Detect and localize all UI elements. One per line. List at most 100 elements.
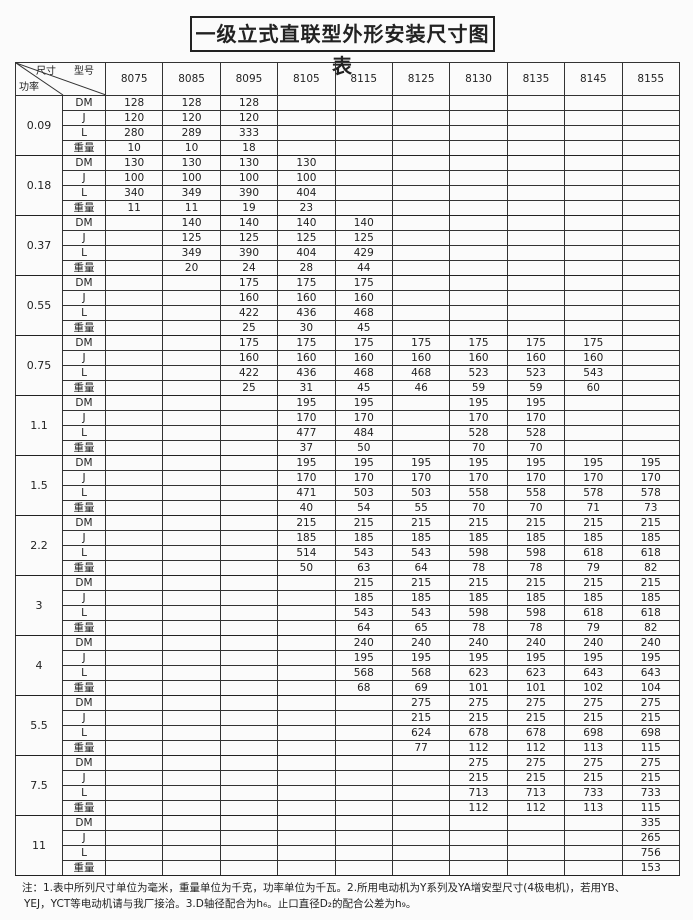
row-label: J bbox=[62, 830, 106, 846]
table-row: L 756 bbox=[16, 845, 681, 861]
model-header: 8130 bbox=[449, 62, 508, 96]
value-cell: 185 bbox=[621, 590, 681, 606]
row-label: DM bbox=[62, 215, 106, 231]
value-cell: 643 bbox=[621, 665, 681, 681]
value-cell: 195 bbox=[277, 455, 336, 471]
row-label: J bbox=[62, 290, 106, 306]
value-cell: 11 bbox=[162, 200, 221, 216]
value-cell bbox=[162, 365, 221, 381]
value-cell bbox=[564, 410, 623, 426]
value-cell bbox=[506, 155, 566, 171]
value-cell: 68 bbox=[334, 680, 393, 696]
value-cell bbox=[449, 260, 508, 276]
table-row: L 471 503 503 558 558 578 578 bbox=[16, 485, 681, 501]
value-cell bbox=[277, 815, 336, 831]
value-cell: 185 bbox=[334, 590, 393, 606]
value-cell: 25 bbox=[219, 380, 279, 396]
row-label: 重量 bbox=[62, 500, 106, 516]
row-label: DM bbox=[62, 155, 106, 171]
table-row: 重量 68 69 101 101 102 104 bbox=[16, 680, 681, 696]
value-cell: 24 bbox=[219, 260, 279, 276]
value-cell: 112 bbox=[506, 740, 566, 756]
table-row: L 340 349 390 404 bbox=[16, 185, 681, 201]
row-label: L bbox=[62, 305, 106, 321]
value-cell bbox=[621, 425, 681, 441]
value-cell bbox=[219, 500, 279, 516]
value-cell: 514 bbox=[277, 545, 336, 561]
value-cell: 275 bbox=[506, 695, 566, 711]
value-cell bbox=[334, 185, 393, 201]
table-row: 重量 10 10 18 bbox=[16, 140, 681, 156]
value-cell: 215 bbox=[334, 575, 393, 591]
value-cell bbox=[449, 155, 508, 171]
value-cell bbox=[334, 815, 393, 831]
value-cell: 195 bbox=[334, 395, 393, 411]
value-cell bbox=[162, 665, 221, 681]
value-cell bbox=[104, 380, 164, 396]
value-cell: 115 bbox=[621, 740, 681, 756]
row-label: L bbox=[62, 425, 106, 441]
value-cell bbox=[277, 830, 336, 846]
value-cell: 275 bbox=[564, 695, 623, 711]
value-cell bbox=[277, 620, 336, 636]
value-cell bbox=[334, 785, 393, 801]
value-cell bbox=[104, 470, 164, 486]
table-row: L 477 484 528 528 bbox=[16, 425, 681, 441]
value-cell: 170 bbox=[449, 470, 508, 486]
value-cell: 140 bbox=[277, 215, 336, 231]
value-cell: 195 bbox=[391, 650, 451, 666]
value-cell bbox=[219, 680, 279, 696]
value-cell bbox=[334, 155, 393, 171]
value-cell: 598 bbox=[449, 545, 508, 561]
table-row: 2.2 DM 215 215 215 215 215 215 215 bbox=[15, 515, 681, 576]
value-cell: 503 bbox=[391, 485, 451, 501]
value-cell bbox=[162, 650, 221, 666]
table-row: L 349 390 404 429 bbox=[16, 245, 681, 261]
note-line: 注：1.表中所列尺寸单位为毫米，重量单位为千克，功率单位为千瓦。2.所用电动机为… bbox=[22, 882, 626, 894]
value-cell bbox=[277, 605, 336, 621]
value-cell bbox=[219, 740, 279, 756]
value-cell bbox=[162, 725, 221, 741]
value-cell bbox=[564, 830, 623, 846]
value-cell bbox=[104, 350, 164, 366]
value-cell bbox=[334, 725, 393, 741]
value-cell: 215 bbox=[506, 515, 566, 531]
value-cell: 240 bbox=[621, 635, 681, 651]
value-cell bbox=[277, 575, 336, 591]
value-cell: 543 bbox=[391, 545, 451, 561]
value-cell: 195 bbox=[391, 455, 451, 471]
value-cell bbox=[104, 650, 164, 666]
value-cell bbox=[449, 815, 508, 831]
value-cell bbox=[506, 860, 566, 876]
value-cell bbox=[621, 365, 681, 381]
value-cell: 215 bbox=[564, 575, 623, 591]
value-cell bbox=[564, 260, 623, 276]
row-label: L bbox=[62, 665, 106, 681]
row-label: 重量 bbox=[62, 560, 106, 576]
value-cell: 558 bbox=[506, 485, 566, 501]
value-cell bbox=[277, 725, 336, 741]
value-cell bbox=[391, 260, 451, 276]
value-cell bbox=[162, 680, 221, 696]
row-label: DM bbox=[62, 695, 106, 711]
value-cell bbox=[564, 140, 623, 156]
value-cell bbox=[162, 440, 221, 456]
value-cell: 185 bbox=[564, 530, 623, 546]
value-cell bbox=[449, 95, 508, 111]
value-cell: 140 bbox=[162, 215, 221, 231]
model-header: 8075 bbox=[104, 62, 164, 96]
value-cell: 37 bbox=[277, 440, 336, 456]
value-cell bbox=[277, 650, 336, 666]
value-cell: 215 bbox=[506, 575, 566, 591]
value-cell: 349 bbox=[162, 245, 221, 261]
value-cell bbox=[219, 575, 279, 591]
value-cell: 31 bbox=[277, 380, 336, 396]
value-cell bbox=[277, 95, 336, 111]
value-cell bbox=[162, 785, 221, 801]
value-cell: 175 bbox=[219, 335, 279, 351]
table-row: L 713 713 733 733 bbox=[16, 785, 681, 801]
table-row: 重量 40 54 55 70 70 71 73 bbox=[16, 500, 681, 516]
value-cell: 54 bbox=[334, 500, 393, 516]
value-cell: 436 bbox=[277, 365, 336, 381]
value-cell: 404 bbox=[277, 245, 336, 261]
